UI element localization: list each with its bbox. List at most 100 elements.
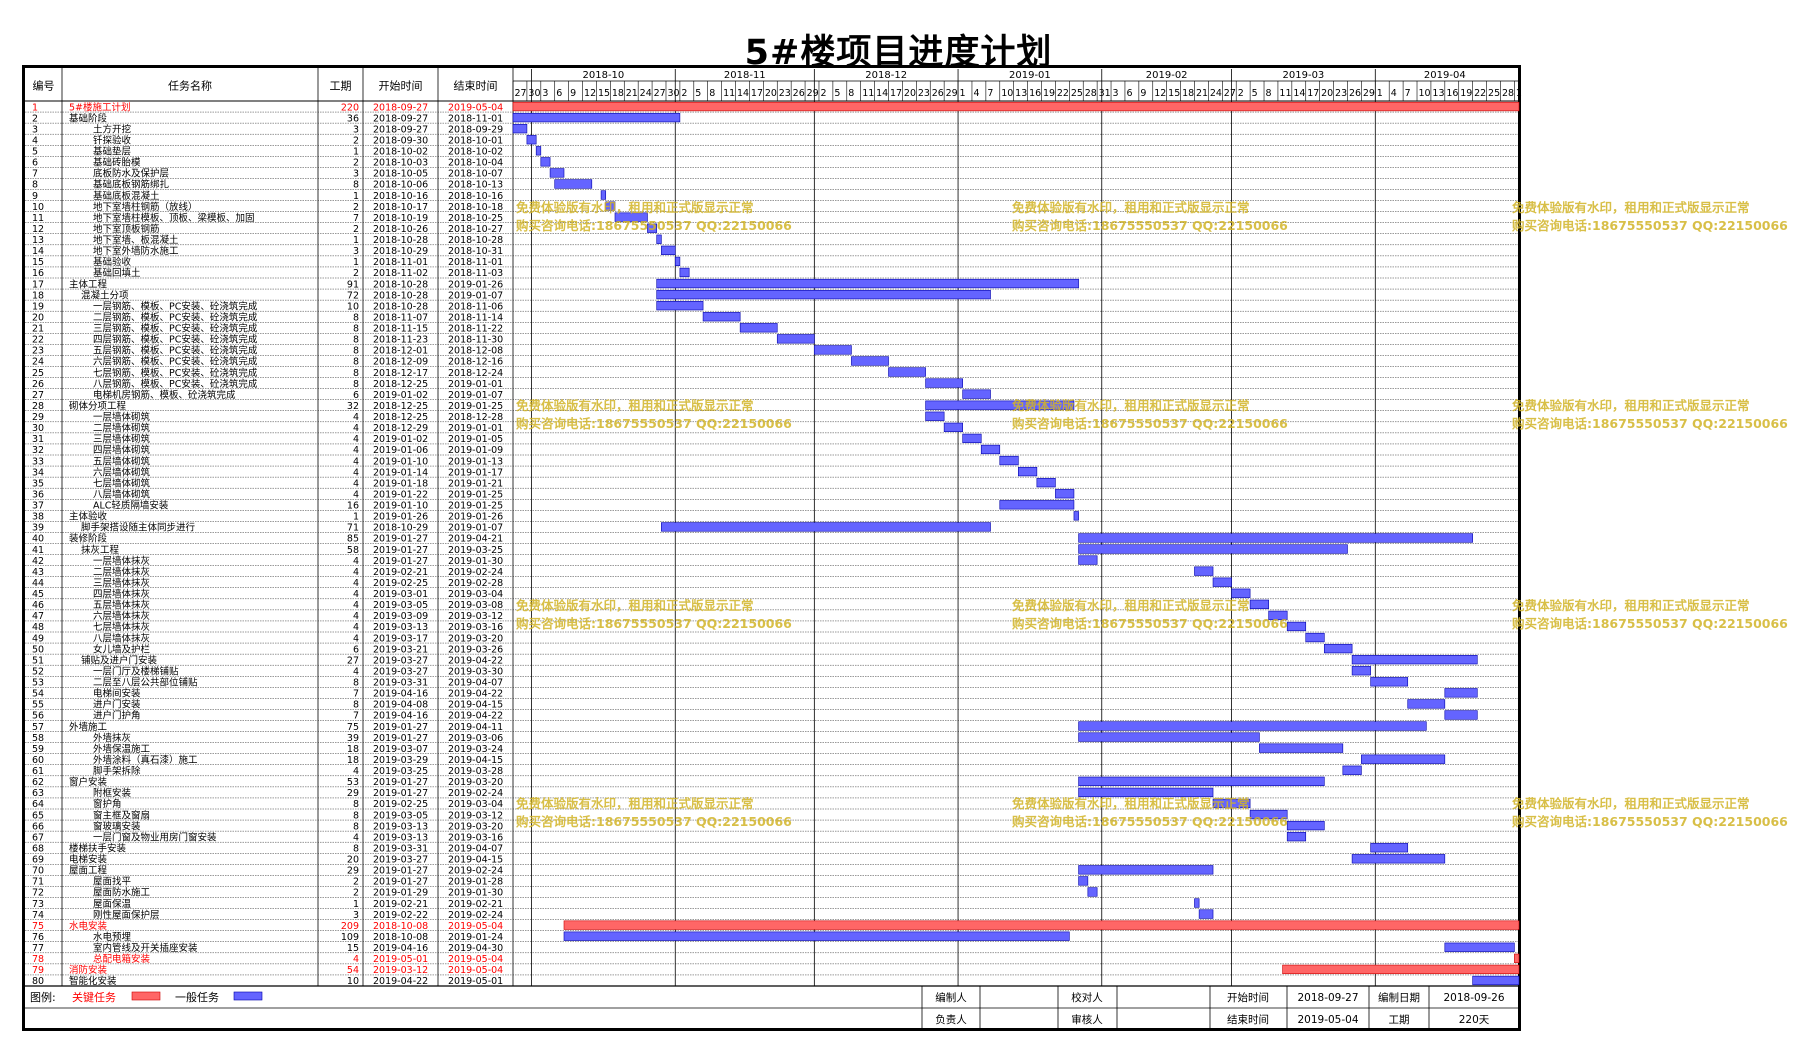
task-start: 2019-02-21 — [373, 567, 428, 578]
task-duration: 8 — [353, 312, 359, 323]
task-end: 2018-11-30 — [448, 335, 503, 346]
task-bar — [943, 422, 963, 432]
task-duration: 8 — [353, 821, 359, 832]
critical-task-bar — [1282, 964, 1520, 975]
task-bar — [739, 323, 778, 333]
task-start: 2019-01-27 — [373, 556, 428, 567]
task-start: 2018-10-28 — [373, 290, 428, 301]
task-start: 2019-01-02 — [373, 434, 428, 445]
day-tick-label: 21 — [1196, 88, 1208, 99]
task-duration: 6 — [353, 390, 359, 401]
task-id: 56 — [32, 711, 44, 722]
task-bar — [605, 201, 616, 211]
task-duration: 2 — [353, 224, 359, 235]
task-duration: 1 — [353, 191, 359, 202]
task-start: 2018-10-03 — [373, 158, 428, 169]
task-name: 窗主框及窗扇 — [93, 809, 150, 821]
task-end: 2019-01-26 — [448, 512, 503, 523]
watermark-text: 免费体验版有水印，租用和正式版显示正常 — [1512, 598, 1750, 613]
task-name: 一层门厅及楼梯铺贴 — [93, 665, 179, 677]
task-id: 79 — [32, 965, 44, 976]
task-name: 窗玻璃安装 — [93, 820, 141, 832]
task-name: 5#楼施工计划 — [69, 101, 131, 113]
task-name: 三层墙体抹灰 — [93, 577, 150, 589]
end-label: 结束时间 — [1227, 1013, 1269, 1026]
task-id: 32 — [32, 445, 44, 456]
watermark-text: 购买咨询电话:18675550537 QQ:22150066 — [516, 218, 792, 233]
task-id: 58 — [32, 733, 44, 744]
watermark-text: 免费体验版有水印，租用和正式版显示正常 — [1012, 598, 1250, 613]
task-name: 外墙抹灰 — [93, 732, 131, 744]
task-duration: 4 — [353, 589, 359, 600]
task-start: 2019-03-27 — [373, 855, 428, 866]
day-tick-label: 21 — [626, 88, 638, 99]
col-start-header: 开始时间 — [379, 79, 423, 93]
task-end: 2019-03-26 — [448, 644, 503, 655]
task-start: 2019-01-22 — [373, 489, 428, 500]
task-duration: 4 — [353, 412, 359, 423]
watermark-text: 购买咨询电话:18675550537 QQ:22150066 — [1512, 416, 1788, 431]
task-duration: 1 — [353, 512, 359, 523]
task-name: 电梯安装 — [69, 854, 108, 866]
task-start: 2018-11-01 — [373, 257, 428, 268]
day-tick-label: 19 — [1460, 88, 1472, 99]
task-end: 2019-01-26 — [448, 279, 503, 290]
task-duration: 72 — [347, 290, 359, 301]
task-name: 一层门窗及物业用房门窗安装 — [93, 831, 217, 843]
day-tick-label: 9 — [1140, 88, 1146, 99]
day-tick-label: 15 — [1168, 88, 1180, 99]
task-bar — [1073, 511, 1079, 521]
task-duration: 20 — [347, 855, 359, 866]
task-name: 进户门护角 — [93, 710, 141, 722]
task-id: 26 — [32, 379, 44, 390]
task-id: 10 — [32, 202, 44, 213]
task-end: 2018-11-01 — [448, 113, 503, 124]
task-name: 外墙保温施工 — [93, 743, 151, 755]
task-bar — [999, 500, 1075, 510]
task-bar — [1305, 632, 1325, 643]
critical-task-bar — [512, 101, 1520, 112]
task-duration: 29 — [347, 788, 359, 799]
task-start: 2019-01-27 — [373, 866, 428, 877]
watermark-text: 免费体验版有水印，租用和正式版显示正常 — [1512, 796, 1750, 811]
task-start: 2018-11-15 — [373, 324, 428, 335]
task-start: 2018-10-08 — [373, 932, 428, 943]
month-label: 2019-04 — [1424, 70, 1466, 81]
task-name: 一层墙体砌筑 — [93, 411, 151, 423]
task-name: 基础阶段 — [69, 112, 108, 124]
task-id: 28 — [32, 401, 44, 412]
task-name: 二层钢筋、模板、PC安装、砼浇筑完成 — [93, 311, 258, 323]
task-bar — [702, 312, 741, 322]
task-end: 2019-01-25 — [448, 401, 503, 412]
task-start: 2019-03-31 — [373, 678, 428, 689]
day-tick-label: 18 — [1182, 88, 1194, 99]
day-tick-label: 10 — [1419, 88, 1431, 99]
watermark-text: 购买咨询电话:18675550537 QQ:22150066 — [1512, 814, 1788, 829]
task-id: 19 — [32, 301, 44, 312]
task-start: 2019-03-13 — [373, 832, 428, 843]
task-id: 75 — [32, 921, 44, 932]
month-label: 2019-01 — [1009, 70, 1051, 81]
task-start: 2018-12-17 — [373, 368, 428, 379]
task-end: 2019-03-20 — [448, 633, 503, 644]
task-bar — [1018, 466, 1038, 477]
task-id: 22 — [32, 335, 44, 346]
duration-label: 工期 — [1389, 1014, 1410, 1026]
task-id: 17 — [32, 279, 44, 290]
critical-task-bar — [1514, 953, 1520, 963]
task-bar — [1078, 787, 1214, 798]
task-duration: 58 — [347, 545, 359, 556]
task-end: 2019-04-07 — [448, 678, 503, 689]
task-duration: 85 — [347, 534, 359, 545]
task-id: 18 — [32, 290, 44, 301]
task-end: 2018-10-07 — [448, 169, 503, 180]
task-start: 2018-10-17 — [373, 202, 428, 213]
task-bar — [1259, 743, 1344, 753]
end-value: 2019-05-04 — [1297, 1014, 1358, 1026]
task-id: 35 — [32, 478, 44, 489]
task-end: 2018-10-25 — [448, 213, 503, 224]
task-bar — [1212, 577, 1232, 587]
day-tick-label: 20 — [765, 88, 777, 99]
task-duration: 3 — [353, 169, 359, 180]
task-end: 2018-11-06 — [448, 301, 503, 312]
